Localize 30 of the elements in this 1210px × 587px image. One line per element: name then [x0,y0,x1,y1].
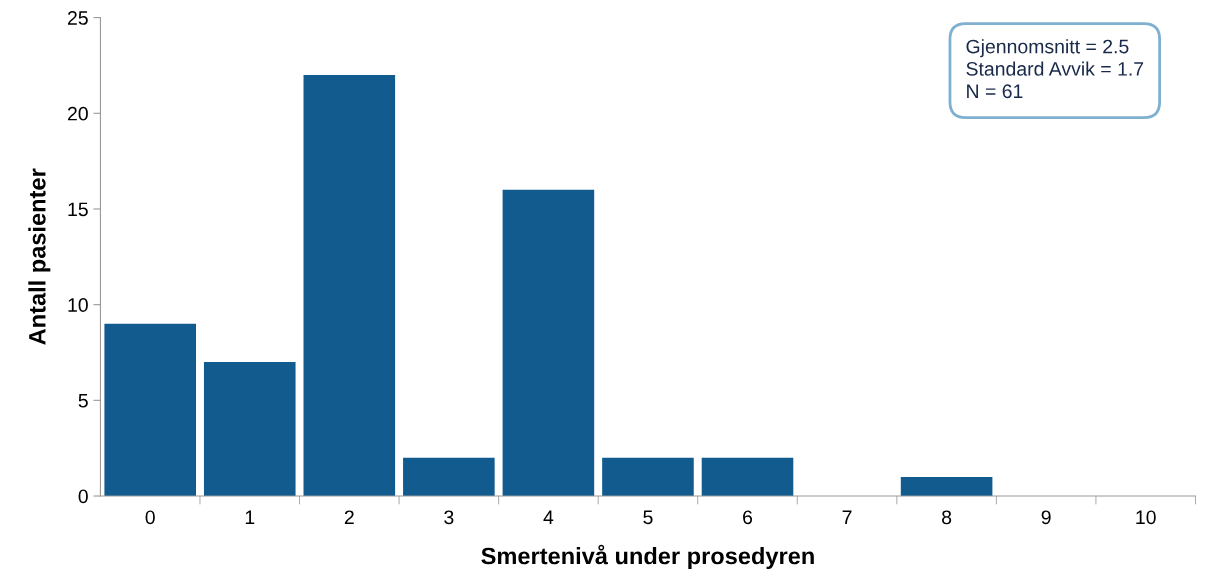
bar [502,189,595,497]
x-tick-label: 6 [743,510,753,525]
annotation: Gjennomsnitt = 2.5 [966,39,1129,58]
x-tick-label: 5 [643,510,653,525]
y-tick-label: 0 [78,489,88,504]
y-tick-label: 10 [68,298,88,312]
bar [203,362,296,497]
x-tick-label: 4 [543,510,554,524]
x-tick-label: 9 [1041,510,1051,525]
y-tick-label: 15 [68,202,88,217]
bar [701,457,794,497]
annotation: Standard Avvik = 1.7 [966,61,1144,76]
x-tick-label: 2 [344,510,354,524]
annotation: N = 61 [967,84,1023,99]
bar [602,457,694,497]
x-tick-label: 0 [145,510,155,525]
y-tick-label: 20 [67,106,88,121]
x-tick-label: 10 [1136,510,1156,525]
y-tick-label: 5 [78,394,88,408]
x-tick-label: 3 [444,510,454,525]
bar [104,323,196,497]
x-tick-label: 8 [942,510,952,525]
x-tick-label: 7 [842,510,852,524]
x-tick-label: 1 [245,510,255,524]
bar [403,457,495,497]
y-tick-label: 25 [67,11,88,25]
y-axis-title: Antall pasienter [28,168,51,345]
bar [303,75,396,497]
bar [900,476,993,497]
x-axis-title: Smertenivå under prosedyren [481,544,814,570]
